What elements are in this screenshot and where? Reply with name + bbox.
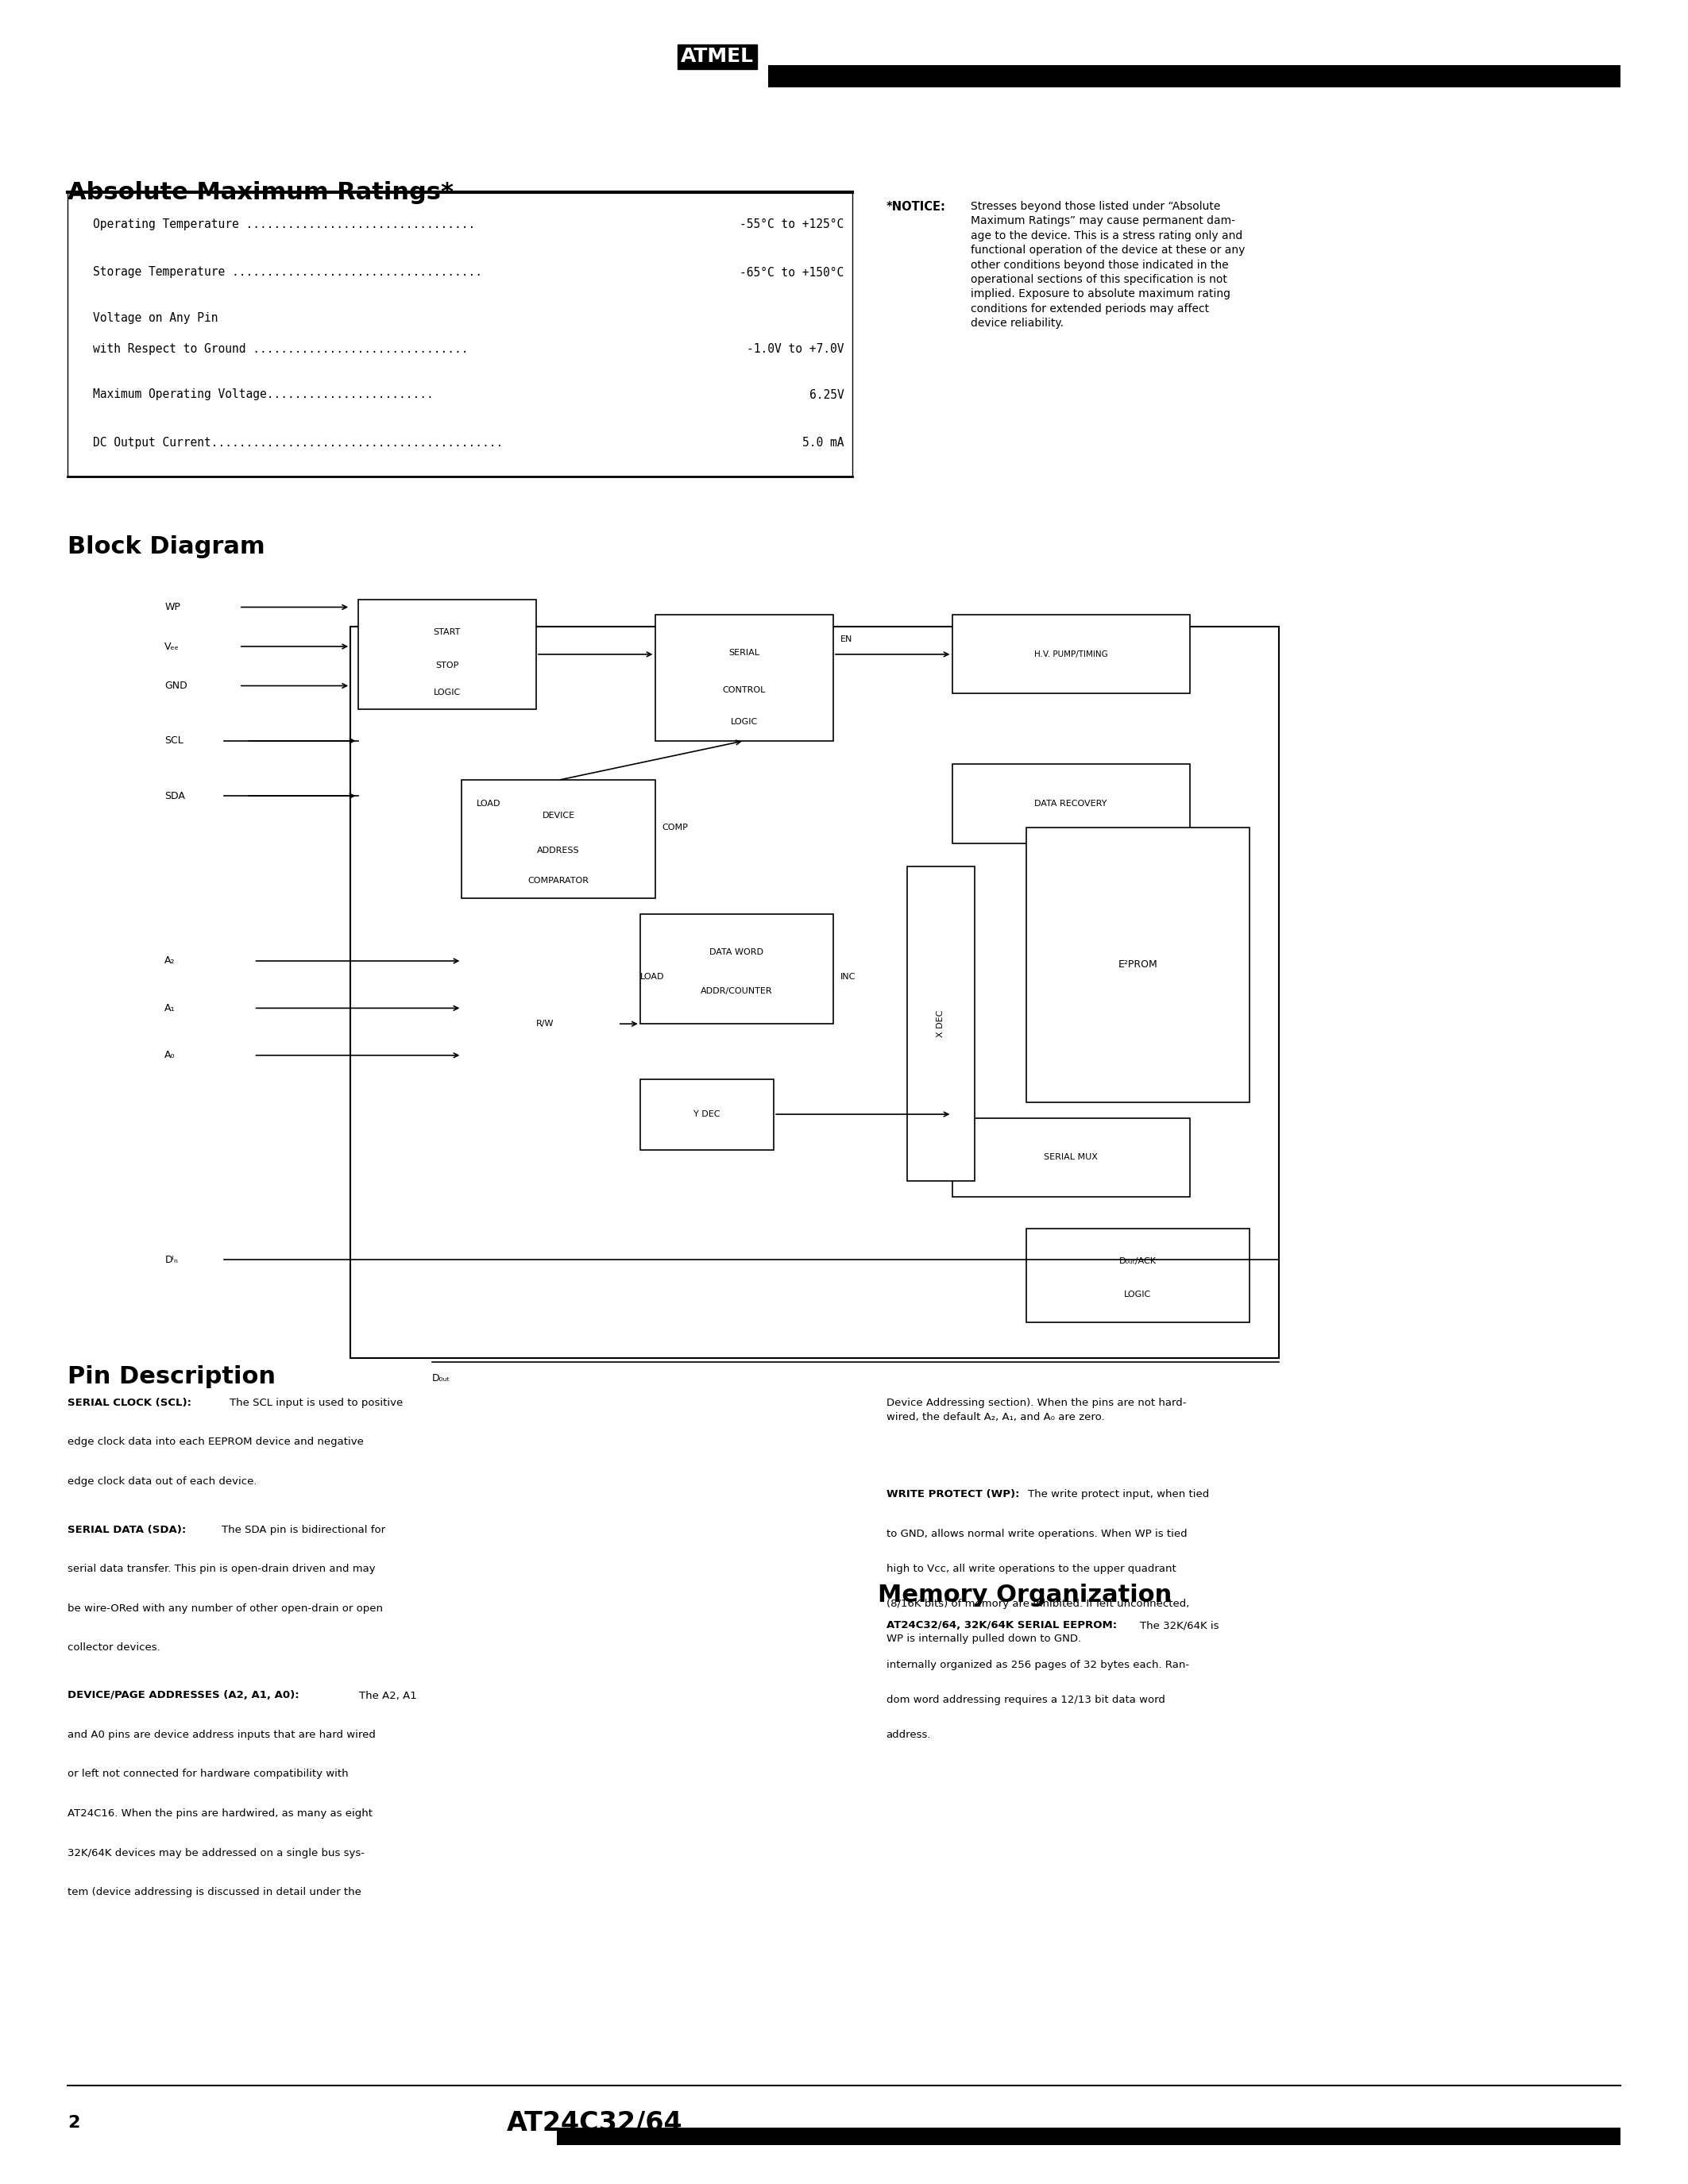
Text: Vₑₑ: Vₑₑ (165, 642, 179, 651)
Text: WP is internally pulled down to GND.: WP is internally pulled down to GND. (886, 1634, 1080, 1645)
Bar (463, 780, 655, 898)
Text: Device Addressing section). When the pins are not hard-
wired, the default A₂, A: Device Addressing section). When the pin… (886, 1398, 1187, 1422)
Text: -65°C to +150°C: -65°C to +150°C (739, 266, 844, 277)
Bar (1026, 828, 1249, 1103)
Text: A₁: A₁ (165, 1002, 176, 1013)
Text: The SCL input is used to positive: The SCL input is used to positive (230, 1398, 403, 1409)
Text: address.: address. (886, 1730, 932, 1741)
Bar (640, 1079, 773, 1149)
Text: E²PROM: E²PROM (1117, 959, 1158, 970)
Text: A₂: A₂ (165, 957, 176, 965)
Text: LOGIC: LOGIC (434, 688, 461, 697)
Text: DATA RECOVERY: DATA RECOVERY (1035, 799, 1107, 808)
Text: EN: EN (841, 636, 852, 644)
Text: H.V. PUMP/TIMING: H.V. PUMP/TIMING (1035, 651, 1107, 657)
Text: dom word addressing requires a 12/13 bit data word: dom word addressing requires a 12/13 bit… (886, 1695, 1165, 1706)
Text: high to Vᴄᴄ, all write operations to the upper quadrant: high to Vᴄᴄ, all write operations to the… (886, 1564, 1177, 1575)
Text: with Respect to Ground ...............................: with Respect to Ground .................… (93, 343, 468, 354)
Text: ATMEL: ATMEL (680, 48, 755, 66)
Text: -1.0V to +7.0V: -1.0V to +7.0V (746, 343, 844, 354)
Text: COMPARATOR: COMPARATOR (528, 876, 589, 885)
Text: 32K/64K devices may be addressed on a single bus sys-: 32K/64K devices may be addressed on a si… (68, 1848, 365, 1859)
Text: edge clock data out of each device.: edge clock data out of each device. (68, 1476, 257, 1487)
Text: COMP: COMP (662, 823, 689, 832)
Text: Voltage on Any Pin: Voltage on Any Pin (93, 312, 218, 323)
Text: AT24C32/64: AT24C32/64 (506, 2110, 682, 2136)
Text: ADDRESS: ADDRESS (537, 847, 579, 854)
Text: SDA: SDA (165, 791, 186, 802)
Text: The write protect input, when tied: The write protect input, when tied (1028, 1489, 1209, 1500)
Text: Storage Temperature ....................................: Storage Temperature ....................… (93, 266, 483, 277)
Text: START: START (434, 629, 461, 636)
Text: LOAD: LOAD (476, 799, 501, 808)
Text: Y DEC: Y DEC (694, 1109, 721, 1118)
Text: GND: GND (165, 681, 187, 690)
Bar (908, 867, 974, 1182)
Text: WRITE PROTECT (WP):: WRITE PROTECT (WP): (886, 1489, 1023, 1500)
Text: The SDA pin is bidirectional for: The SDA pin is bidirectional for (221, 1524, 385, 1535)
Text: and A0 pins are device address inputs that are hard wired: and A0 pins are device address inputs th… (68, 1730, 376, 1741)
Text: serial data transfer. This pin is open-drain driven and may: serial data transfer. This pin is open-d… (68, 1564, 375, 1575)
Text: 5.0 mA: 5.0 mA (802, 437, 844, 448)
Text: AT24C32/64, 32K/64K SERIAL EEPROM:: AT24C32/64, 32K/64K SERIAL EEPROM: (886, 1621, 1121, 1631)
Text: -55°C to +125°C: -55°C to +125°C (739, 218, 844, 229)
Text: 2: 2 (68, 2114, 79, 2132)
Text: A₀: A₀ (165, 1051, 176, 1061)
Text: STOP: STOP (436, 662, 459, 668)
Text: ADDR/COUNTER: ADDR/COUNTER (701, 987, 773, 994)
Text: tem (device addressing is discussed in detail under the: tem (device addressing is discussed in d… (68, 1887, 361, 1898)
Text: Memory Organization: Memory Organization (878, 1583, 1171, 1607)
Text: DC Output Current..........................................: DC Output Current.......................… (93, 437, 503, 448)
Text: D₀ᵤₜ: D₀ᵤₜ (432, 1374, 451, 1382)
Text: ATMEL: ATMEL (680, 48, 755, 66)
Text: LOGIC: LOGIC (731, 719, 758, 725)
Text: AT24C16. When the pins are hardwired, as many as eight: AT24C16. When the pins are hardwired, as… (68, 1808, 373, 1819)
Text: *NOTICE:: *NOTICE: (886, 201, 945, 212)
Text: SERIAL CLOCK (SCL):: SERIAL CLOCK (SCL): (68, 1398, 196, 1409)
Text: LOAD: LOAD (640, 972, 665, 981)
Text: 6.25V: 6.25V (809, 389, 844, 400)
Text: DEVICE/PAGE ADDRESSES (A2, A1, A0):: DEVICE/PAGE ADDRESSES (A2, A1, A0): (68, 1690, 302, 1701)
Text: Block Diagram: Block Diagram (68, 535, 265, 559)
Text: SERIAL MUX: SERIAL MUX (1043, 1153, 1097, 1162)
Text: Pin Description: Pin Description (68, 1365, 275, 1389)
Text: DEVICE: DEVICE (542, 812, 574, 819)
Text: Absolute Maximum Ratings*: Absolute Maximum Ratings* (68, 181, 454, 205)
Text: be wire-ORed with any number of other open-drain or open: be wire-ORed with any number of other op… (68, 1603, 383, 1614)
Bar (655, 616, 834, 740)
Text: or left not connected for hardware compatibility with: or left not connected for hardware compa… (68, 1769, 348, 1780)
Bar (952, 764, 1190, 843)
Text: X DEC: X DEC (937, 1011, 945, 1037)
Bar (952, 1118, 1190, 1197)
Text: SERIAL: SERIAL (729, 649, 760, 657)
Text: (8/16K bits) of memory are inhibited. If left unconnected,: (8/16K bits) of memory are inhibited. If… (886, 1599, 1188, 1610)
Text: SERIAL DATA (SDA):: SERIAL DATA (SDA): (68, 1524, 189, 1535)
Bar (1026, 1227, 1249, 1324)
Text: LOGIC: LOGIC (1124, 1291, 1151, 1297)
Text: Dᴵₙ: Dᴵₙ (165, 1254, 179, 1265)
Bar (640, 913, 834, 1024)
Text: edge clock data into each EEPROM device and negative: edge clock data into each EEPROM device … (68, 1437, 363, 1448)
Text: The A2, A1: The A2, A1 (360, 1690, 417, 1701)
Text: internally organized as 256 pages of 32 bytes each. Ran-: internally organized as 256 pages of 32 … (886, 1660, 1188, 1671)
Text: Stresses beyond those listed under “Absolute
Maximum Ratings” may cause permanen: Stresses beyond those listed under “Abso… (971, 201, 1246, 330)
Text: The 32K/64K is: The 32K/64K is (1141, 1621, 1219, 1631)
Text: WP: WP (165, 603, 181, 612)
Text: CONTROL: CONTROL (722, 686, 766, 695)
Text: Maximum Operating Voltage........................: Maximum Operating Voltage...............… (93, 389, 434, 400)
Bar (358, 598, 537, 710)
Bar (351, 627, 1280, 1358)
Text: SCL: SCL (165, 736, 184, 747)
Text: R/W: R/W (537, 1020, 554, 1029)
Text: DATA WORD: DATA WORD (709, 948, 763, 957)
Text: Operating Temperature .................................: Operating Temperature ..................… (93, 218, 474, 229)
Bar (557, 2127, 1620, 2145)
Bar (952, 616, 1190, 695)
Text: to GND, allows normal write operations. When WP is tied: to GND, allows normal write operations. … (886, 1529, 1187, 1540)
Text: INC: INC (841, 972, 856, 981)
Text: collector devices.: collector devices. (68, 1642, 160, 1653)
Text: D₀ᵤₜ/ACK: D₀ᵤₜ/ACK (1119, 1258, 1156, 1265)
Bar (768, 66, 1620, 87)
